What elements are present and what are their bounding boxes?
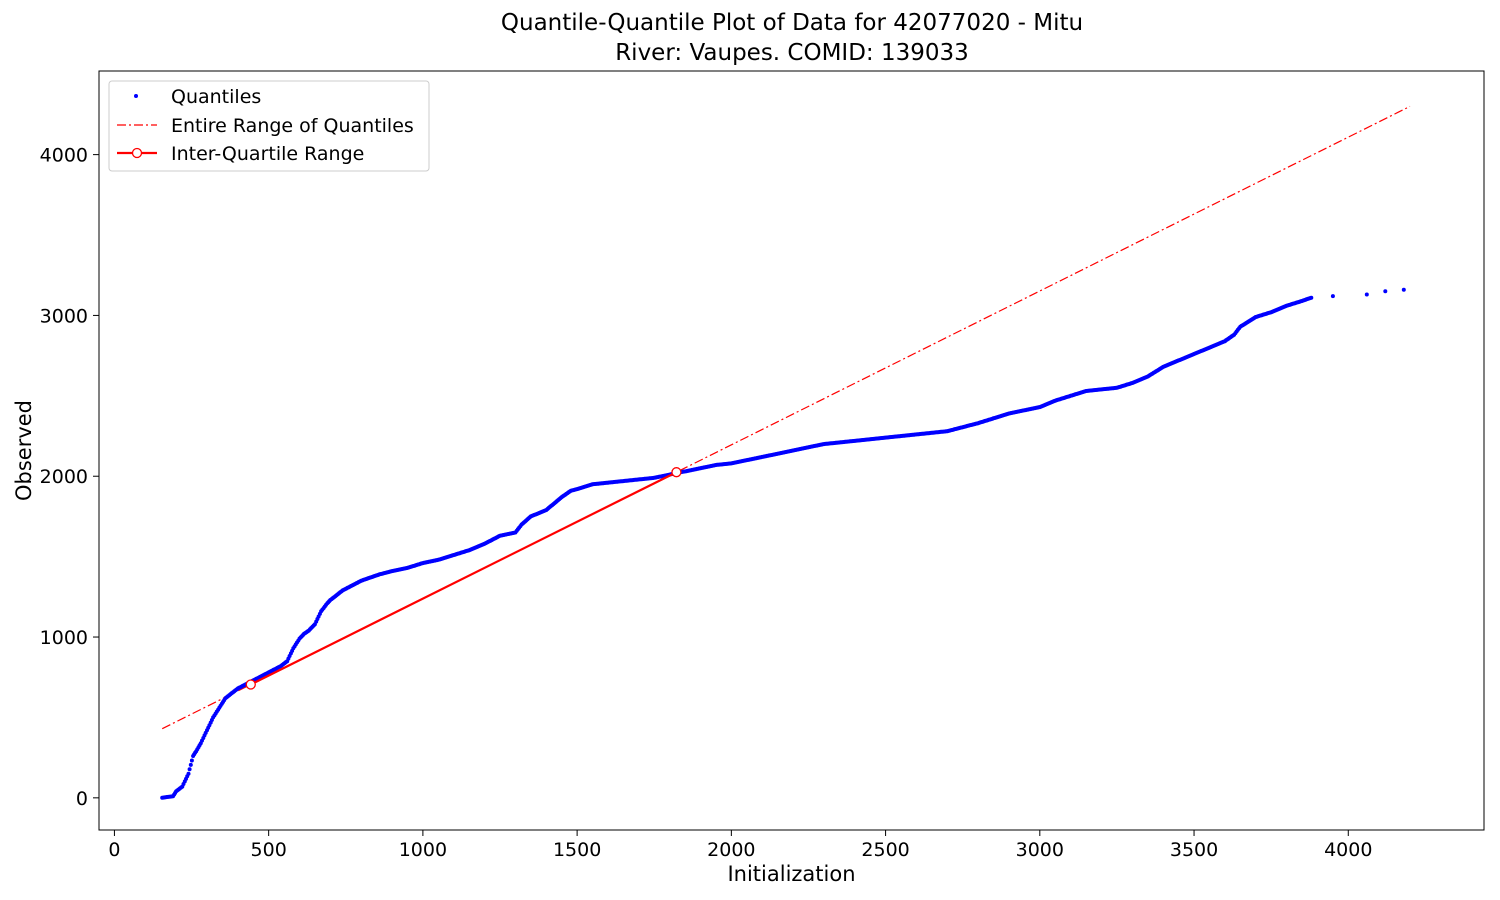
x-tick-label: 0 bbox=[108, 839, 120, 861]
legend-label: Inter-Quartile Range bbox=[171, 143, 364, 165]
legend-box bbox=[108, 80, 430, 172]
quantile-point bbox=[1309, 295, 1314, 300]
x-axis: 0 500 1000 1500 2000 2500 3000 3500 4000 bbox=[108, 830, 1372, 861]
x-tick-label: 2500 bbox=[861, 839, 909, 861]
entire-range-line bbox=[161, 105, 1411, 730]
iqr-marker bbox=[671, 467, 682, 478]
plot-content bbox=[160, 105, 1411, 800]
y-axis: 0 1000 2000 3000 4000 bbox=[40, 145, 99, 810]
y-tick-label: 3000 bbox=[40, 305, 88, 327]
quantile-point bbox=[188, 762, 193, 767]
iqr-marker bbox=[245, 679, 256, 690]
legend-marker-quantiles bbox=[134, 94, 138, 98]
legend-marker-iqr-point bbox=[131, 147, 143, 159]
y-tick-label: 0 bbox=[76, 788, 88, 810]
y-tick-label: 1000 bbox=[40, 627, 88, 649]
y-axis-label: Observed bbox=[12, 400, 36, 501]
x-tick-label: 1500 bbox=[553, 839, 601, 861]
legend-label: Entire Range of Quantiles bbox=[171, 115, 414, 137]
legend: Quantiles Entire Range of Quantiles Inter-… bbox=[108, 80, 430, 172]
plot-frame bbox=[98, 70, 1485, 831]
quantile-points bbox=[160, 287, 1406, 800]
y-tick-label: 4000 bbox=[40, 145, 88, 167]
x-tick-label: 1000 bbox=[399, 839, 447, 861]
quantile-point bbox=[1383, 289, 1388, 294]
x-axis-label: Initialization bbox=[727, 862, 855, 886]
quantile-point bbox=[1364, 292, 1369, 297]
quantile-point bbox=[1401, 287, 1406, 292]
chart-title: Quantile-Quantile Plot of Data for 42077… bbox=[500, 10, 1084, 36]
quantile-point bbox=[186, 771, 191, 776]
chart-subtitle: River: Vaupes. COMID: 139033 bbox=[615, 40, 969, 66]
x-tick-label: 3000 bbox=[1016, 839, 1064, 861]
quantile-point bbox=[1330, 294, 1335, 299]
x-tick-label: 2000 bbox=[707, 839, 755, 861]
x-tick-label: 4000 bbox=[1324, 839, 1372, 861]
legend-label: Quantiles bbox=[171, 86, 261, 108]
y-tick-label: 2000 bbox=[40, 466, 88, 488]
quantile-point bbox=[189, 758, 194, 763]
x-tick-label: 3500 bbox=[1170, 839, 1218, 861]
iqr-line bbox=[250, 471, 677, 686]
x-tick-label: 500 bbox=[251, 839, 287, 861]
quantile-point bbox=[187, 767, 192, 772]
